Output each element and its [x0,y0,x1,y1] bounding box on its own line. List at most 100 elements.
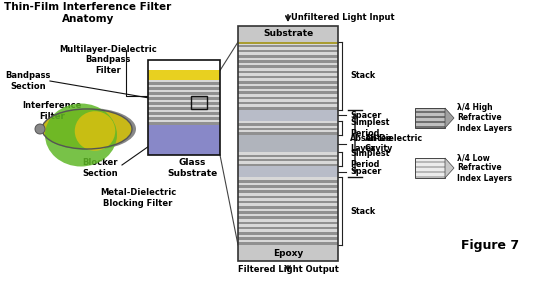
Text: λ/4 Low
Refractive
Index Layers: λ/4 Low Refractive Index Layers [457,153,512,183]
Bar [148,82,220,85]
Bar [238,128,338,130]
Bar [238,132,338,135]
Bar [238,196,338,198]
Bar [148,60,220,155]
Bar [238,126,338,128]
Bar [148,120,220,122]
Bar [415,175,445,178]
Bar [238,206,338,209]
Bar [148,85,220,87]
Bar [238,73,338,76]
Bar [238,193,338,196]
Bar [238,71,338,73]
Bar [415,110,445,113]
Bar [238,162,338,164]
Bar [148,125,220,155]
Bar [238,159,338,162]
Bar [238,130,338,132]
Bar [238,68,338,71]
Text: Spacer: Spacer [350,111,382,120]
Bar [238,26,338,261]
Bar [238,52,338,55]
Text: Stack: Stack [350,71,375,80]
Polygon shape [445,158,454,178]
Polygon shape [445,108,454,128]
Bar [238,166,338,177]
Bar [238,99,338,102]
Bar [238,26,338,42]
Bar [238,91,338,94]
Bar [415,158,445,160]
Bar [238,26,338,261]
Bar [238,203,338,206]
Bar [415,113,445,115]
Bar [415,108,445,128]
Bar [191,96,207,109]
Text: Multilayer-Dielectric
Bandpass
Filter: Multilayer-Dielectric Bandpass Filter [59,45,157,75]
Bar [238,84,338,86]
Bar [238,177,338,180]
Bar [415,166,445,168]
Text: Epoxy: Epoxy [273,248,303,258]
Text: Bandpass
Section: Bandpass Section [5,71,51,91]
Bar [238,180,338,183]
Bar [238,198,338,201]
Bar [238,45,338,47]
Bar [238,214,338,216]
Bar [238,224,338,227]
Text: Unfiltered Light Input: Unfiltered Light Input [291,12,395,22]
Bar [238,237,338,240]
Bar [148,97,220,100]
Bar [148,95,220,97]
Bar [238,47,338,50]
Text: Stack: Stack [350,207,375,216]
Bar [238,123,338,126]
Bar [148,117,220,120]
Ellipse shape [42,108,136,150]
Bar [238,190,338,193]
Bar [238,63,338,65]
Bar [415,108,445,110]
Text: λ/4 High
Refractive
Index Layers: λ/4 High Refractive Index Layers [457,103,512,133]
Bar [238,157,338,159]
Bar [238,232,338,235]
Ellipse shape [35,124,45,134]
Bar [148,90,220,92]
Bar [148,70,220,80]
Bar [238,110,338,121]
Bar [238,89,338,91]
Text: All-Dielectric
Cavity: All-Dielectric Cavity [365,134,423,153]
Bar [415,173,445,175]
Bar [415,163,445,166]
Bar [415,125,445,128]
Bar [148,110,220,112]
Bar [238,121,338,123]
Text: Simplest
Period: Simplest Period [350,118,389,138]
Bar [238,185,338,188]
Bar [415,115,445,118]
Bar [238,216,338,219]
Bar [148,92,220,95]
Text: Interference
Filter: Interference Filter [22,101,82,121]
Bar [238,78,338,81]
Bar [148,122,220,125]
Bar [238,65,338,68]
Bar [238,235,338,237]
Bar [148,112,220,115]
Bar [148,102,220,105]
Bar [238,50,338,52]
Bar [148,80,220,82]
Text: Thin-Film Interference Filter
Anatomy: Thin-Film Interference Filter Anatomy [4,2,171,24]
Bar [238,55,338,58]
Bar [238,164,338,166]
Bar [238,227,338,230]
Bar [415,168,445,170]
Bar [238,230,338,232]
Bar [238,107,338,110]
Bar [238,222,338,224]
Bar [148,107,220,110]
Text: Figure 7: Figure 7 [461,239,519,252]
Bar [148,100,220,102]
Bar [238,97,338,99]
Text: Simplest
Period: Simplest Period [350,149,389,169]
